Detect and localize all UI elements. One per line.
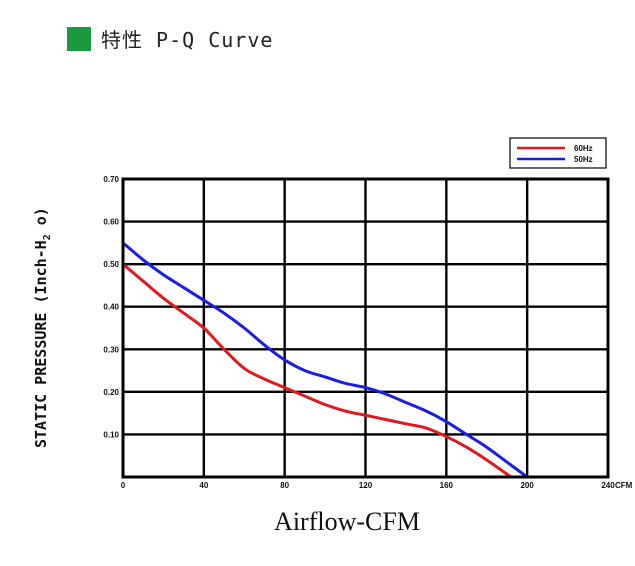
- series-line-50hz: [121, 241, 529, 479]
- legend-label-50hz: 50Hz: [574, 155, 593, 164]
- series-group: [121, 241, 529, 479]
- legend-box: [509, 137, 607, 169]
- x-tick-label: 40: [199, 481, 208, 490]
- x-axis-label: Airflow-CFM: [274, 507, 420, 536]
- y-tick-label: 0.20: [103, 388, 119, 397]
- legend-label-60hz: 60Hz: [574, 144, 593, 153]
- y-tick-label: 0.60: [103, 218, 119, 227]
- x-tick-label: 80: [280, 481, 289, 490]
- header-marker: [67, 26, 91, 51]
- y-tick-label: 0.40: [103, 303, 119, 312]
- x-tick-label: 120: [359, 481, 373, 490]
- x-tick-label: 160: [440, 481, 454, 490]
- y-tick-label: 0.70: [103, 175, 119, 184]
- grid: [123, 179, 608, 477]
- x-unit-label: CFM: [615, 481, 633, 490]
- x-tick-label: 0: [121, 481, 126, 490]
- y-tick-label: 0.50: [103, 260, 119, 269]
- x-tick-label: 240: [601, 481, 615, 490]
- y-tick-label: 0.10: [103, 430, 119, 439]
- plot-frame: [121, 177, 610, 479]
- page-title: 特性 P-Q Curve: [101, 28, 274, 52]
- tick-labels: 0 40 80 120 160 200 240 CFM 0.10 0.20 0.30 0.40 0.50…: [103, 175, 632, 490]
- series-line-60hz: [121, 262, 513, 479]
- x-tick-label: 200: [520, 481, 534, 490]
- y-tick-label: 0.30: [103, 345, 119, 354]
- legend: 60Hz 50Hz: [509, 137, 607, 169]
- chart-header: 特性 P-Q Curve: [67, 24, 273, 53]
- y-axis-label: STATIC PRESSURE (Inch-H2 o): [32, 207, 53, 448]
